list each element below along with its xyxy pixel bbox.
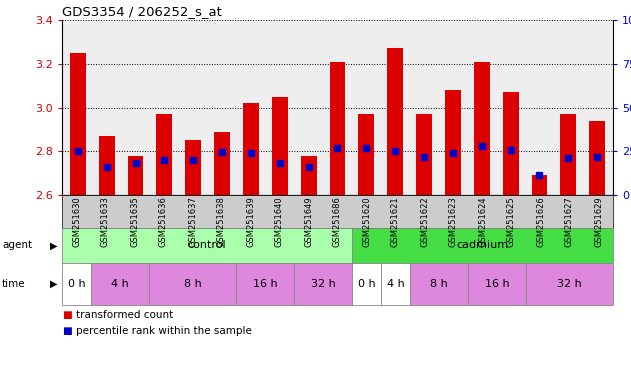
Text: percentile rank within the sample: percentile rank within the sample	[76, 326, 252, 336]
Bar	[416, 114, 432, 195]
Bar	[560, 114, 576, 195]
Text: 4 h: 4 h	[111, 279, 129, 289]
Text: control: control	[187, 240, 227, 250]
Bar	[186, 140, 201, 195]
Text: GSM251633: GSM251633	[101, 196, 110, 247]
Bar	[445, 90, 461, 195]
Text: agent: agent	[2, 240, 32, 250]
Text: GSM251620: GSM251620	[362, 196, 371, 247]
Bar	[272, 96, 288, 195]
Bar	[243, 103, 259, 195]
Text: GSM251629: GSM251629	[594, 196, 603, 247]
Text: GSM251630: GSM251630	[72, 196, 81, 247]
Text: 16 h: 16 h	[252, 279, 277, 289]
Text: GSM251639: GSM251639	[246, 196, 255, 247]
Text: 8 h: 8 h	[430, 279, 448, 289]
Text: GSM251638: GSM251638	[217, 196, 226, 247]
Bar	[214, 132, 230, 195]
Text: 32 h: 32 h	[310, 279, 335, 289]
Text: GSM251649: GSM251649	[304, 196, 313, 247]
Text: GDS3354 / 206252_s_at: GDS3354 / 206252_s_at	[62, 5, 222, 18]
Text: GSM251621: GSM251621	[391, 196, 400, 247]
Text: cadmium: cadmium	[456, 240, 509, 250]
Text: GSM251640: GSM251640	[275, 196, 284, 247]
Text: ▶: ▶	[50, 240, 58, 250]
Text: time: time	[2, 279, 26, 289]
Text: ▶: ▶	[50, 279, 58, 289]
Text: transformed count: transformed count	[76, 310, 174, 320]
Text: 8 h: 8 h	[184, 279, 201, 289]
Text: 16 h: 16 h	[485, 279, 509, 289]
Text: GSM251637: GSM251637	[188, 196, 197, 247]
Text: 0 h: 0 h	[68, 279, 85, 289]
Text: ■: ■	[62, 326, 72, 336]
Bar	[589, 121, 605, 195]
Bar	[329, 61, 345, 195]
Text: GSM251625: GSM251625	[507, 196, 516, 247]
Text: ■: ■	[62, 310, 72, 320]
Text: 0 h: 0 h	[358, 279, 375, 289]
Text: GSM251623: GSM251623	[449, 196, 458, 247]
Bar	[99, 136, 115, 195]
Text: 32 h: 32 h	[557, 279, 582, 289]
Text: GSM251635: GSM251635	[130, 196, 139, 247]
Bar	[503, 92, 519, 195]
Bar	[358, 114, 374, 195]
Bar	[387, 48, 403, 195]
Text: GSM251627: GSM251627	[565, 196, 574, 247]
Bar	[301, 156, 317, 195]
Text: GSM251686: GSM251686	[333, 196, 342, 247]
Bar	[474, 61, 490, 195]
Bar	[156, 114, 172, 195]
Text: GSM251622: GSM251622	[420, 196, 429, 247]
Bar	[531, 175, 547, 195]
Bar	[127, 156, 143, 195]
Text: GSM251636: GSM251636	[159, 196, 168, 247]
Bar	[70, 53, 86, 195]
Text: 4 h: 4 h	[387, 279, 404, 289]
Text: GSM251626: GSM251626	[536, 196, 545, 247]
Text: GSM251624: GSM251624	[478, 196, 487, 247]
